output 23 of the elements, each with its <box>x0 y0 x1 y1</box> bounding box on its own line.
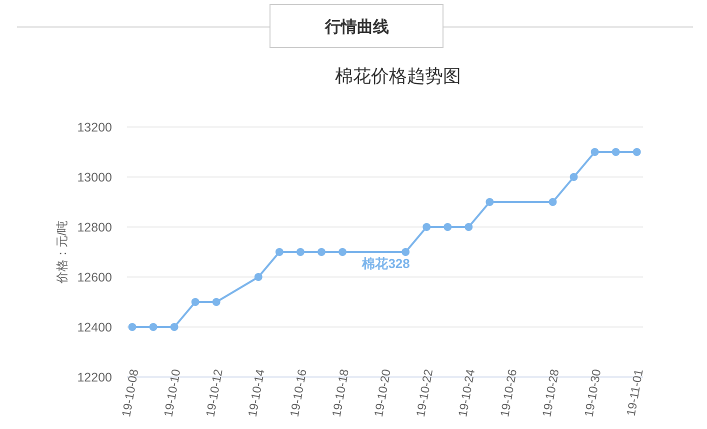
y-tick-label: 13200 <box>77 120 112 134</box>
x-tick-label: 19-10-24 <box>455 368 478 418</box>
ylabel: 价格：元/吨 <box>55 220 69 284</box>
y-tick-label: 12400 <box>77 320 112 334</box>
x-tick-label: 19-10-20 <box>371 368 394 418</box>
title: 行情曲线 <box>325 19 389 36</box>
x-tick-label: 19-10-14 <box>245 368 268 418</box>
x-tick-label: 19-10-26 <box>498 368 520 418</box>
subtitle: 棉花价格趋势图 <box>335 66 461 86</box>
x-tick-label: 19-10-16 <box>287 368 310 418</box>
x-tick-label: 19-10-18 <box>329 368 352 418</box>
series-label: 棉花328 <box>362 256 410 271</box>
x-tick-label: 19-11-01 <box>624 368 646 417</box>
x-tick-label: 19-10-08 <box>119 368 142 418</box>
y-tick-label: 12800 <box>77 220 112 234</box>
y-tick-label: 12200 <box>77 370 112 384</box>
x-tick-label: 19-10-10 <box>161 368 184 418</box>
x-tick-label: 19-10-12 <box>203 368 226 418</box>
y-tick-label: 12600 <box>77 270 112 284</box>
x-tick-label: 19-10-22 <box>413 368 436 418</box>
y-tick-label: 13000 <box>77 170 112 184</box>
x-tick-label: 19-10-30 <box>582 368 604 418</box>
x-tick-label: 19-10-28 <box>540 368 562 418</box>
